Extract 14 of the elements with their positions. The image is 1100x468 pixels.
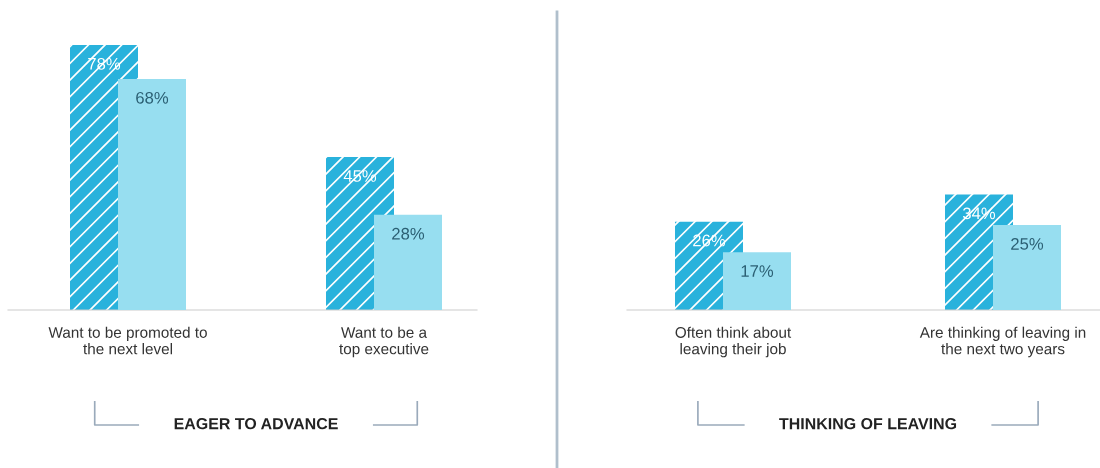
data-label: 17% xyxy=(741,265,774,277)
data-label: 25% xyxy=(1011,238,1044,250)
x-tick-label: Often think about leaving their job xyxy=(675,326,792,358)
data-label: 28% xyxy=(392,227,425,240)
text: THINKING OF LEAVING xyxy=(779,417,957,430)
x-tick-label: Are thinking of leaving in the next two years xyxy=(919,326,1086,358)
text: EAGER TO ADVANCE xyxy=(174,417,338,430)
bar xyxy=(374,214,442,310)
bar xyxy=(118,78,186,310)
data-label: 68% xyxy=(136,91,169,104)
x-tick-label: Want to be a top executive xyxy=(339,326,429,358)
bar xyxy=(723,252,791,310)
x-tick-label: Want to be promoted to the next level xyxy=(48,326,207,355)
bar xyxy=(993,225,1061,310)
